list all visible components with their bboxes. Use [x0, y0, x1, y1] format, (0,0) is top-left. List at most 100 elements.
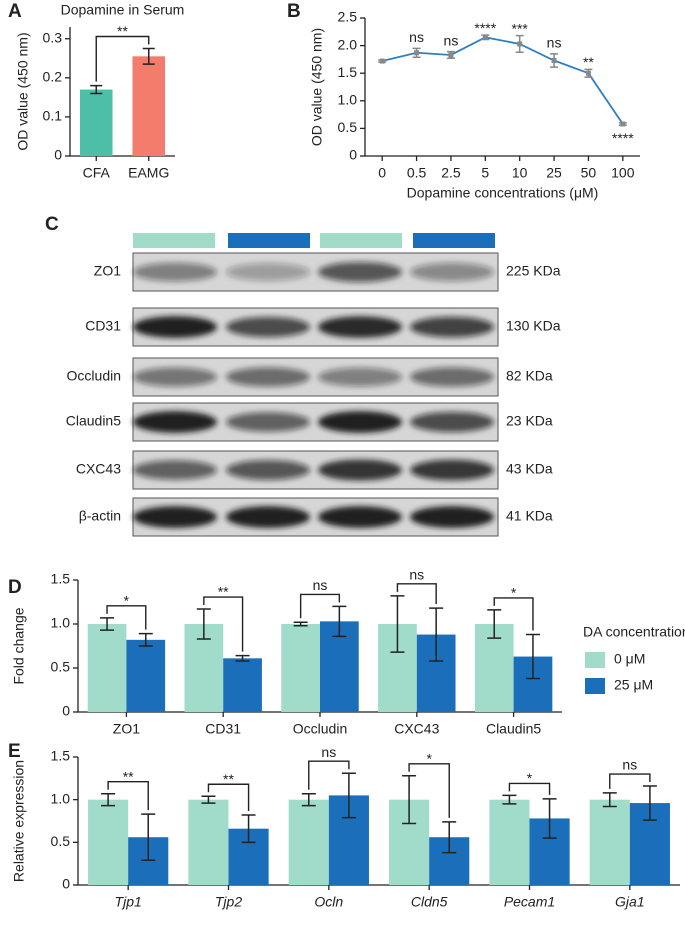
error-bar [201, 795, 216, 804]
error-bar [602, 792, 617, 808]
point [517, 41, 523, 47]
y-tick-label: 1.0 [51, 790, 71, 806]
size-label: 225 KDa [506, 263, 561, 279]
x-tick-label: Gja1 [615, 894, 645, 910]
significance-bracket [203, 596, 244, 652]
blot-band [318, 262, 402, 282]
significance-label: **** [474, 20, 496, 36]
point [379, 58, 385, 64]
protein-label: CD31 [85, 318, 121, 334]
significance-label: * [527, 770, 533, 786]
blot-band [318, 459, 402, 481]
legend-swatch [585, 652, 605, 668]
error-bar [642, 785, 657, 821]
protein-label: Occludin [67, 368, 121, 384]
x-tick-label: CXC43 [394, 721, 439, 737]
blot-band [410, 411, 494, 433]
y-tick-label: 2.5 [338, 9, 358, 25]
y-tick-label: 2.0 [338, 36, 358, 52]
blot-band [410, 459, 494, 481]
bar [281, 624, 320, 712]
error-bar [138, 632, 153, 647]
significance-bracket [508, 782, 551, 795]
x-tick-label: 5 [481, 165, 489, 181]
group-bar [228, 233, 310, 248]
size-label: 41 KDa [506, 508, 553, 524]
y-tick-label: 0.5 [51, 833, 71, 849]
bar [132, 56, 166, 157]
x-tick-label: Occludin [293, 721, 347, 737]
significance-label: ns [547, 35, 562, 51]
x-tick-label: Claudin5 [486, 721, 541, 737]
significance-label: ** [583, 54, 594, 70]
point [448, 52, 454, 58]
y-tick-label: 0 [62, 876, 70, 892]
y-tick-label: 0 [62, 703, 70, 719]
y-axis-label: OD value (450 nm) [15, 32, 31, 150]
x-tick-label: 100 [611, 165, 635, 181]
panel-label: B [287, 1, 301, 22]
x-tick-label: 2.5 [441, 165, 461, 181]
panel-label: D [8, 577, 22, 598]
legend-title: DA concentrations [583, 624, 685, 640]
significance-label: * [426, 750, 432, 766]
blot-band [318, 506, 402, 528]
protein-label: ZO1 [94, 263, 121, 279]
significance-label: * [124, 593, 130, 609]
line [381, 36, 624, 125]
legend-swatch [585, 678, 605, 694]
protein-label: CXC43 [76, 461, 121, 477]
significance-bracket [95, 35, 150, 82]
group-bars [133, 233, 495, 248]
y-tick-label: 1.5 [51, 748, 71, 764]
error-bar [390, 595, 405, 653]
y-tick-label: 0 [349, 147, 357, 163]
x-tick-label: Tjp1 [115, 894, 142, 910]
chart-title: Dopamine in Serum [61, 2, 185, 18]
significance-bracket [609, 773, 651, 789]
blot-band [318, 367, 402, 387]
bar [87, 624, 127, 712]
error-bar [100, 617, 115, 631]
significance-bracket [207, 783, 250, 812]
group-bar [413, 233, 495, 248]
error-bar [293, 621, 308, 627]
y-axis-label: Relative expression [11, 760, 27, 882]
significance-bracket [493, 597, 534, 631]
panel-label: A [8, 1, 22, 22]
blot-band [133, 460, 217, 480]
y-tick-label: 0.5 [51, 659, 71, 675]
blot-band [226, 412, 310, 432]
blot-band [226, 263, 310, 281]
y-tick-label: 1.5 [338, 64, 358, 80]
blot-band [410, 316, 494, 338]
error-bar [101, 792, 116, 807]
error-bar [525, 633, 540, 680]
error-bar [332, 605, 347, 638]
panel-label: C [45, 214, 59, 235]
x-tick-label: CFA [83, 165, 111, 181]
bar [79, 89, 113, 156]
y-tick-label: 1.0 [338, 92, 358, 108]
significance-label: ** [223, 771, 234, 787]
error-bar [442, 821, 457, 854]
point [482, 34, 488, 40]
point [551, 58, 557, 64]
group-bar [133, 233, 215, 248]
significance-label: ** [123, 768, 134, 784]
x-tick-label: 50 [581, 165, 597, 181]
significance-bracket [106, 605, 147, 630]
protein-label: Claudin5 [66, 413, 121, 429]
blot-band [226, 506, 310, 528]
significance-bracket [299, 593, 341, 619]
y-tick-label: 0.1 [43, 108, 63, 124]
error-bar [241, 814, 256, 844]
significance-bracket [396, 583, 437, 605]
legend-label: 0 μM [614, 651, 645, 667]
significance-label: * [511, 585, 517, 601]
error-bar [301, 792, 316, 807]
error-bar [90, 84, 103, 95]
error-bar [235, 654, 250, 662]
error-bar [429, 607, 444, 662]
significance-label: ns [622, 757, 637, 773]
